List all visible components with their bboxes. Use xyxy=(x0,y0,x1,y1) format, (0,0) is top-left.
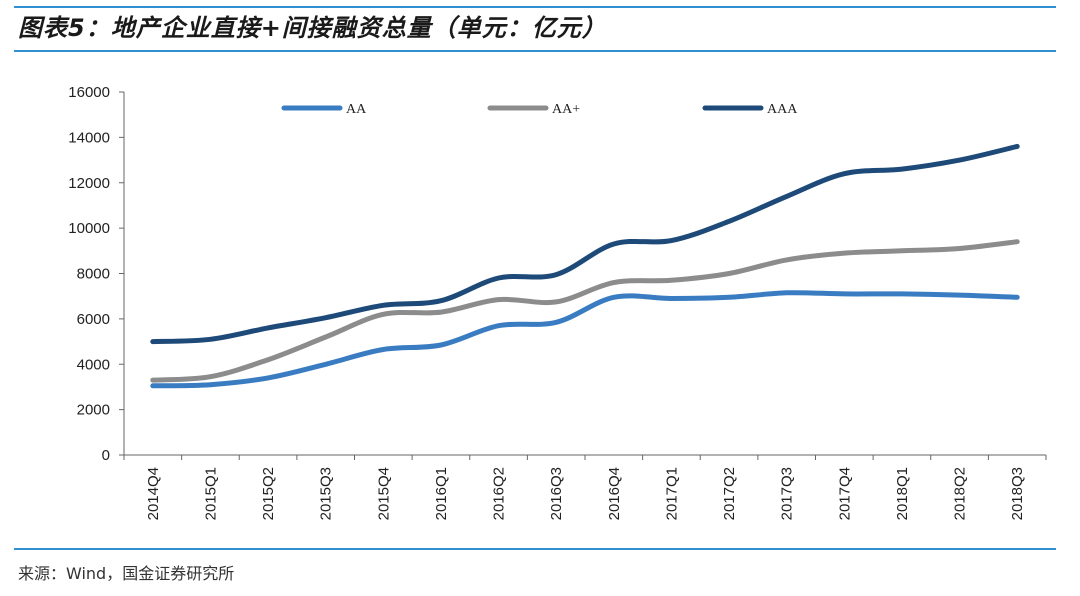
x-tick-label: 2018Q2 xyxy=(952,467,969,520)
source-note: 来源：Wind，国金证券研究所 xyxy=(18,564,235,583)
source-top-rule xyxy=(14,548,1056,550)
y-tick-label: 2000 xyxy=(77,402,110,419)
x-tick-label: 2016Q2 xyxy=(491,467,508,520)
y-tick-label: 16000 xyxy=(68,84,110,101)
x-tick-label: 2017Q2 xyxy=(721,467,738,520)
y-tick-label: 12000 xyxy=(68,175,110,192)
x-tick-label: 2014Q4 xyxy=(145,467,162,520)
legend-label-aaa: AAA xyxy=(767,102,798,117)
x-tick-label: 2015Q2 xyxy=(260,467,277,520)
title-top-rule xyxy=(14,6,1056,8)
legend-label-aa-plus: AA+ xyxy=(552,102,580,117)
x-tick-label: 2017Q3 xyxy=(779,467,796,520)
x-tick-label: 2015Q4 xyxy=(375,467,392,520)
series-line-aaa xyxy=(150,143,1020,345)
y-tick-label: 6000 xyxy=(77,311,110,328)
figure-title: 图表5：地产企业直接+间接融资总量（单元：亿元） xyxy=(18,14,607,42)
x-tick-label: 2015Q1 xyxy=(202,467,219,520)
x-tick-label: 2018Q3 xyxy=(1009,467,1026,520)
x-tick-label: 2017Q4 xyxy=(836,467,853,520)
y-tick-label: 8000 xyxy=(77,266,110,283)
y-tick-label: 4000 xyxy=(77,356,110,373)
x-tick-label: 2015Q3 xyxy=(318,467,335,520)
series-line-aa xyxy=(150,290,1020,389)
x-tick-label: 2016Q4 xyxy=(606,467,623,520)
y-tick-label: 14000 xyxy=(68,129,110,146)
x-tick-label: 2017Q1 xyxy=(663,467,680,520)
series-line-aa-plus xyxy=(150,239,1020,383)
title-bottom-rule xyxy=(14,50,1056,52)
y-tick-label: 0 xyxy=(102,447,110,464)
x-tick-label: 2018Q1 xyxy=(894,467,911,520)
y-tick-label: 10000 xyxy=(68,220,110,237)
legend-label-aa: AA xyxy=(346,102,367,117)
x-tick-label: 2016Q1 xyxy=(433,467,450,520)
x-tick-label: 2016Q3 xyxy=(548,467,565,520)
